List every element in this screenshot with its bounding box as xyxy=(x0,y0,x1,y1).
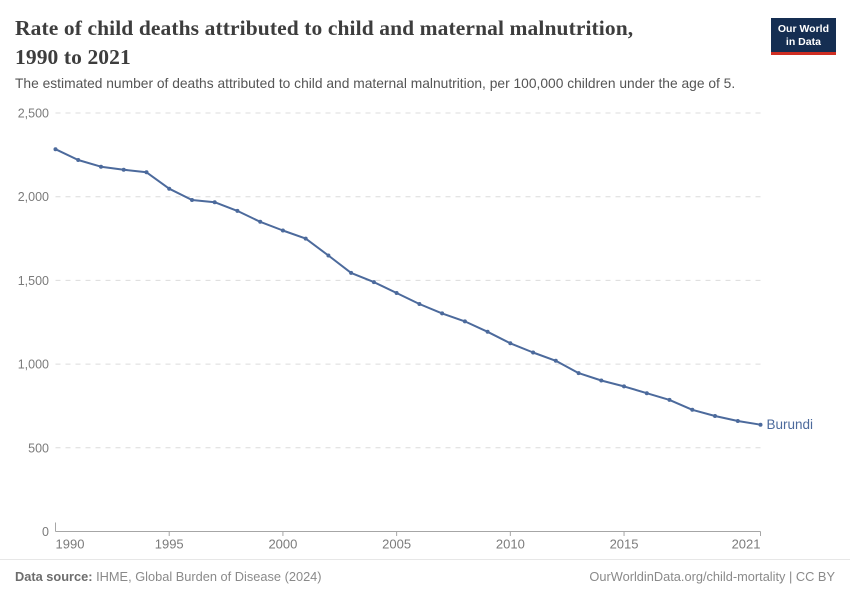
data-point[interactable] xyxy=(167,186,172,191)
owid-logo: Our World in Data xyxy=(770,18,836,55)
data-point[interactable] xyxy=(258,219,263,224)
data-point[interactable] xyxy=(99,164,103,169)
x-tick-label: 1990 xyxy=(56,537,85,552)
y-tick-label: 500 xyxy=(28,441,49,455)
data-source: Data source: IHME, Global Burden of Dise… xyxy=(15,569,322,584)
data-point[interactable] xyxy=(508,341,513,346)
chart-title-line1: Rate of child deaths attributed to child… xyxy=(15,16,634,40)
x-tick-label: 2005 xyxy=(382,537,411,552)
chart-title-line2: 1990 to 2021 xyxy=(15,45,131,69)
attribution-link[interactable]: OurWorldinData.org/child-mortality | CC … xyxy=(589,569,835,584)
chart-header: Rate of child deaths attributed to child… xyxy=(15,14,750,72)
y-tick-label: 0 xyxy=(42,525,49,539)
data-point[interactable] xyxy=(622,384,626,389)
data-point[interactable] xyxy=(280,228,285,233)
data-point[interactable] xyxy=(690,407,695,412)
data-point[interactable] xyxy=(212,200,217,205)
data-point[interactable] xyxy=(121,167,126,172)
data-point[interactable] xyxy=(53,147,58,152)
data-point[interactable] xyxy=(394,291,399,295)
data-point[interactable] xyxy=(576,371,581,376)
data-source-label: Data source: xyxy=(15,569,93,584)
series-label[interactable]: Burundi xyxy=(767,417,814,432)
data-point[interactable] xyxy=(440,311,445,316)
data-point[interactable] xyxy=(417,302,422,306)
y-tick-label: 2,500 xyxy=(18,107,49,121)
x-tick-label: 2021 xyxy=(732,537,761,552)
y-tick-label: 1,500 xyxy=(18,274,49,288)
data-point[interactable] xyxy=(758,422,763,427)
y-tick-label: 1,000 xyxy=(18,358,49,372)
data-point[interactable] xyxy=(735,419,740,423)
owid-logo-line2: in Data xyxy=(785,35,821,48)
data-source-text: IHME, Global Burden of Disease (2024) xyxy=(92,569,322,584)
data-point[interactable] xyxy=(76,158,81,162)
data-point[interactable] xyxy=(371,280,376,285)
chart-subtitle: The estimated number of deaths attribute… xyxy=(15,76,736,91)
x-tick-label: 2010 xyxy=(496,537,525,552)
chart-footer: Data source: IHME, Global Burden of Dise… xyxy=(15,569,835,584)
footer-divider xyxy=(0,559,850,560)
data-point[interactable] xyxy=(599,378,604,383)
data-point[interactable] xyxy=(349,270,354,275)
data-point[interactable] xyxy=(713,414,717,418)
data-point[interactable] xyxy=(553,358,558,363)
x-tick-label: 1995 xyxy=(155,537,184,552)
owid-logo-line1: Our World xyxy=(777,23,829,35)
chart-title: Rate of child deaths attributed to child… xyxy=(15,14,750,72)
x-tick-label: 2015 xyxy=(610,537,639,552)
data-point[interactable] xyxy=(190,198,194,202)
data-point[interactable] xyxy=(462,319,467,324)
y-tick-label: 2,000 xyxy=(18,190,49,204)
data-point[interactable] xyxy=(235,208,240,213)
x-tick-label: 2000 xyxy=(268,537,297,552)
data-point[interactable] xyxy=(326,253,331,258)
line-chart[interactable]: 0 500 1,000 1,500 2,000 2,500 1990 1995 2000 2005… xyxy=(0,95,850,555)
data-point[interactable] xyxy=(144,170,149,175)
trend-line[interactable] xyxy=(54,148,762,426)
data-point[interactable] xyxy=(667,397,672,402)
data-point[interactable] xyxy=(485,329,490,334)
data-point[interactable] xyxy=(531,350,536,355)
data-point[interactable] xyxy=(644,391,649,396)
data-point[interactable] xyxy=(303,236,308,241)
